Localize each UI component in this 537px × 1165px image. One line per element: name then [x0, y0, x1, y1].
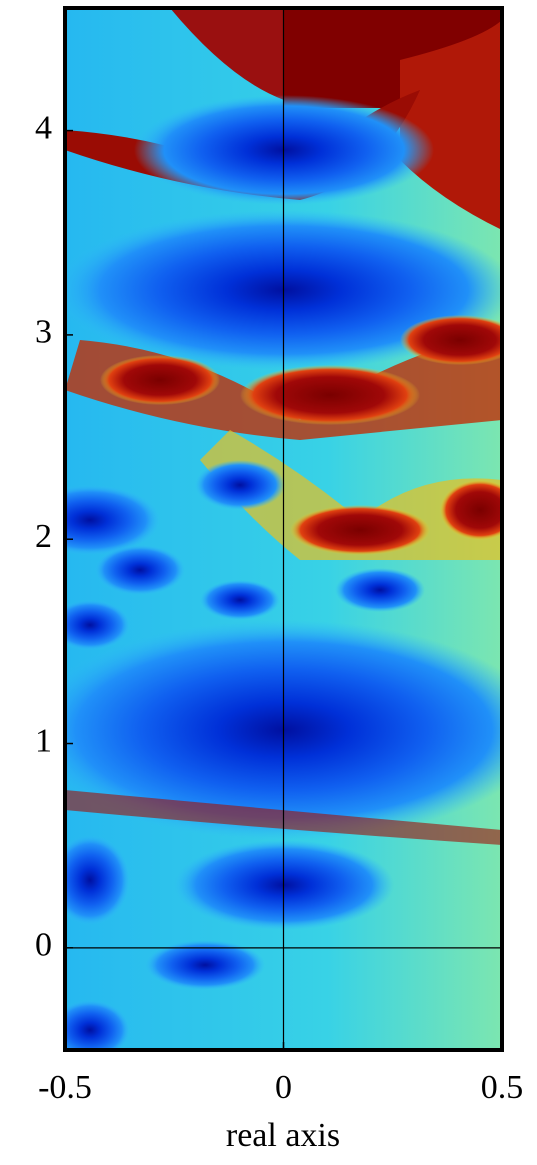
- x-tick-label: -0.5: [38, 1069, 92, 1106]
- fractal-image: [20, 8, 537, 1060]
- y-tick-label: 2: [35, 518, 52, 555]
- chart: real axis -0.5 0 0.5 0 1 2 3 4: [0, 0, 537, 1165]
- y-tick-label: 3: [35, 314, 52, 351]
- y-tick-label: 4: [35, 109, 52, 146]
- x-tick-label: 0.5: [481, 1069, 524, 1106]
- x-axis-label: real axis: [226, 1117, 340, 1154]
- y-tick-label: 1: [35, 722, 52, 759]
- x-tick-label: 0: [275, 1069, 292, 1106]
- y-tick-label: 0: [35, 927, 52, 964]
